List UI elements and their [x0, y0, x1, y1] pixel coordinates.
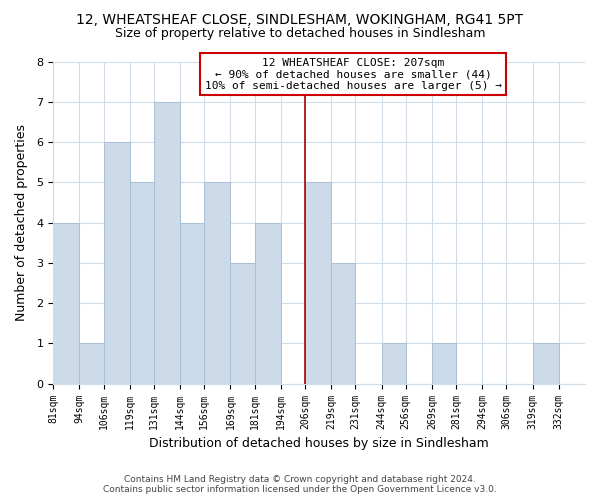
Text: Size of property relative to detached houses in Sindlesham: Size of property relative to detached ho… [115, 28, 485, 40]
Bar [254, 222, 281, 384]
Bar [154, 102, 180, 384]
Bar [331, 263, 355, 384]
Text: Contains HM Land Registry data © Crown copyright and database right 2024.
Contai: Contains HM Land Registry data © Crown c… [103, 474, 497, 494]
Bar [204, 182, 230, 384]
Bar [382, 344, 406, 384]
Bar [104, 142, 130, 384]
Bar [432, 344, 456, 384]
Bar [305, 182, 331, 384]
Text: 12 WHEATSHEAF CLOSE: 207sqm
← 90% of detached houses are smaller (44)
10% of sem: 12 WHEATSHEAF CLOSE: 207sqm ← 90% of det… [205, 58, 502, 91]
Bar [53, 222, 79, 384]
Text: 12, WHEATSHEAF CLOSE, SINDLESHAM, WOKINGHAM, RG41 5PT: 12, WHEATSHEAF CLOSE, SINDLESHAM, WOKING… [76, 12, 524, 26]
Bar [79, 344, 104, 384]
Bar [130, 182, 154, 384]
Bar [230, 263, 254, 384]
Bar [533, 344, 559, 384]
X-axis label: Distribution of detached houses by size in Sindlesham: Distribution of detached houses by size … [149, 437, 489, 450]
Y-axis label: Number of detached properties: Number of detached properties [15, 124, 28, 321]
Bar [180, 222, 204, 384]
